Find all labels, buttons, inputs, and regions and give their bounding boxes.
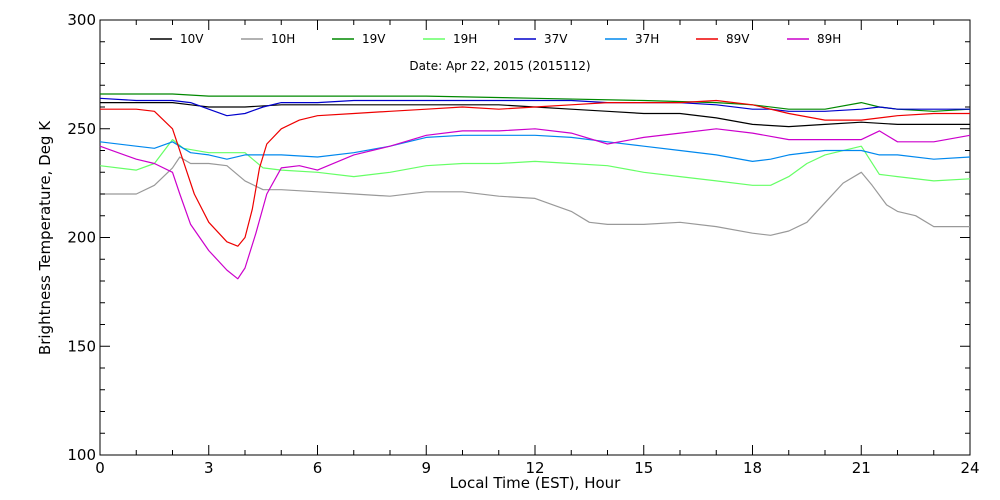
x-tick-label: 6 [313,459,323,477]
series-line-89h [99,128,971,280]
x-tick-label: 9 [421,459,431,477]
x-tick-label: 18 [743,459,762,477]
series-lines [99,93,971,280]
series-line-37v [99,97,970,117]
legend: 10V 10H 19V 19H 37V 37H 89V 89H [150,32,841,46]
y-tick-label: 100 [67,446,96,464]
series-line-10h [100,156,970,236]
plot-border [99,19,971,456]
y-tick-label: 150 [67,337,96,355]
y-tick-label: 200 [67,229,96,247]
series-line-89v [100,99,970,247]
x-tick-label: 3 [204,459,214,477]
series-line-19h [99,139,971,186]
legend-label-37h: 37H [635,32,659,46]
series-line-37h [99,134,971,162]
plot-frame [99,19,971,456]
legend-label-89h: 89H [817,32,841,46]
legend-label-37v: 37V [544,32,568,46]
legend-label-19h: 19H [453,32,477,46]
y-tick-label: 250 [67,120,96,138]
legend-label-10h: 10H [271,32,295,46]
x-tick-label: 0 [95,459,105,477]
x-tick-label: 12 [525,459,544,477]
x-tick-label: 21 [852,459,871,477]
x-tick-label: 24 [960,459,979,477]
chart-subtitle: Date: Apr 22, 2015 (2015112) [409,59,590,73]
legend-label-10v: 10V [180,32,204,46]
x-axis-label: Local Time (EST), Hour [450,474,621,492]
series-line-10v [100,102,970,128]
y-axis-label: Brightness Temperature, Deg K [36,120,54,355]
y-tick-label: 300 [67,11,96,29]
x-tick-label: 15 [634,459,653,477]
x-axis-ticks: 0 3 6 9 12 15 18 21 24 [95,20,980,477]
series-line-19v [100,93,971,112]
legend-label-89v: 89V [726,32,750,46]
y-axis-ticks: 100 150 200 250 300 [67,11,970,464]
legend-label-19v: 19V [362,32,386,46]
